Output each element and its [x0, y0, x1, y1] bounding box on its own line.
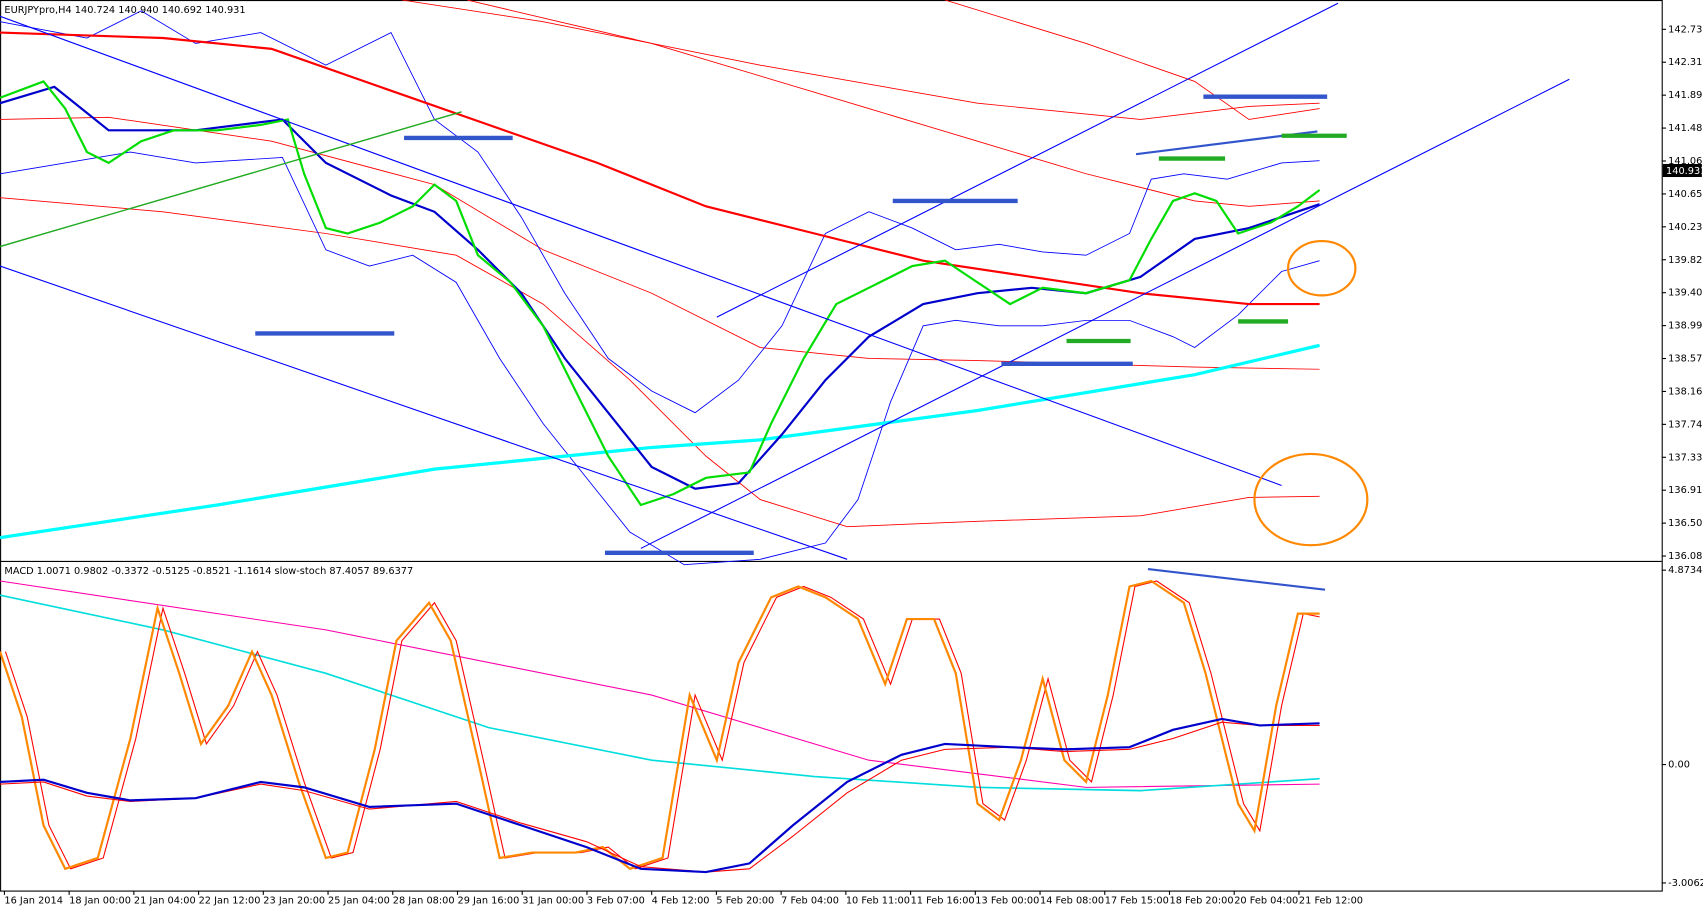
indicator-tick-label: 0.00	[1668, 760, 1690, 771]
highlight	[1253, 452, 1369, 547]
time-axis: 16 Jan 2014 18 Jan 00:00 21 Jan 04:00 22 Ja…	[3, 890, 1363, 906]
envelope	[401, 0, 1320, 120]
price-tick-label: 138.160	[1668, 386, 1703, 397]
indicator-tick-label: -3.0062	[1668, 878, 1703, 889]
price-tick-label: 139.400	[1668, 288, 1703, 299]
chart-header: EURJPYpro,H4 140.724 140.940 140.692 140…	[4, 5, 245, 16]
time-label: 13 Feb 00:00	[975, 895, 1039, 906]
price-tick-label: 141.060	[1668, 156, 1703, 167]
indicator-axis: 4.8734 0.00 -3.0062	[1661, 565, 1703, 889]
indicator-header: MACD 1.0071 0.9802 -0.3372 -0.5125 -0.85…	[4, 566, 413, 577]
price-tick-label: 140.230	[1668, 222, 1703, 233]
trendline	[0, 111, 462, 248]
indicator-tick-label: 4.8734	[1668, 565, 1702, 576]
sma	[0, 31, 1320, 306]
time-label: 18 Feb 20:00	[1169, 895, 1233, 906]
main-indicators	[0, 0, 1570, 566]
price-tick-label: 136.500	[1668, 518, 1703, 529]
bollinger-lower	[0, 151, 1320, 566]
time-label: 29 Jan 16:00	[457, 895, 519, 906]
trendline	[640, 78, 1570, 549]
sma-long	[0, 343, 1320, 540]
time-label: 18 Jan 00:00	[69, 895, 131, 906]
price-tick-label: 139.820	[1668, 255, 1703, 266]
bollinger-upper	[0, 10, 1320, 414]
time-label: 16 Jan 2014	[4, 895, 63, 906]
time-label: 14 Feb 08:00	[1040, 895, 1104, 906]
price-tick-label: 136.080	[1668, 551, 1703, 562]
divergence	[1147, 567, 1326, 591]
signal	[0, 580, 1320, 788]
levels	[255, 94, 1328, 555]
price-tick-label: 141.890	[1668, 90, 1703, 101]
price-tick-label: 136.910	[1668, 485, 1703, 496]
price-tick-label: 137.740	[1668, 419, 1703, 430]
time-label: 28 Jan 08:00	[393, 895, 455, 906]
stoch-signal	[4, 580, 1320, 870]
price-tick-label: 138.570	[1668, 354, 1703, 365]
highlight	[1286, 240, 1357, 297]
price-tick-label: 141.480	[1668, 123, 1703, 134]
stoch	[0, 579, 1320, 871]
frame	[0, 0, 1663, 892]
envelope	[0, 197, 1320, 528]
time-label: 25 Jan 04:00	[328, 895, 390, 906]
price-tick-label: 142.310	[1668, 57, 1703, 68]
time-label: 4 Feb 12:00	[652, 895, 710, 906]
time-label: 23 Jan 20:00	[263, 895, 325, 906]
sub-indicators	[0, 567, 1326, 874]
trendline	[0, 265, 848, 560]
time-label: 7 Feb 04:00	[781, 895, 839, 906]
levels	[1066, 133, 1347, 344]
time-label: 10 Feb 11:00	[846, 895, 910, 906]
time-label: 22 Jan 12:00	[199, 895, 261, 906]
trendline	[0, 15, 1282, 486]
price-tick-label: 140.650	[1668, 189, 1703, 200]
price-axis: 142.730 142.310 141.890 141.480 141.060 140.6…	[1661, 24, 1703, 562]
current-price: 140.931	[1666, 166, 1703, 177]
envelope	[944, 0, 1320, 120]
signal	[0, 594, 1320, 792]
macd	[0, 717, 1320, 874]
price-tick-label: 137.330	[1668, 452, 1703, 463]
time-label: 21 Feb 12:00	[1299, 895, 1363, 906]
time-label: 31 Jan 00:00	[522, 895, 584, 906]
time-label: 17 Feb 15:00	[1105, 895, 1169, 906]
ema-fast	[0, 80, 1321, 507]
current-price-box	[1662, 163, 1702, 178]
time-label: 3 Feb 07:00	[587, 895, 645, 906]
trendline	[716, 2, 1339, 318]
time-label: 11 Feb 16:00	[911, 895, 975, 906]
time-label: 20 Feb 04:00	[1234, 895, 1298, 906]
time-label: 21 Jan 04:00	[134, 895, 196, 906]
time-label: 5 Feb 20:00	[716, 895, 774, 906]
price-tick-label: 138.990	[1668, 321, 1703, 332]
price-tick-label: 142.730	[1668, 24, 1703, 35]
